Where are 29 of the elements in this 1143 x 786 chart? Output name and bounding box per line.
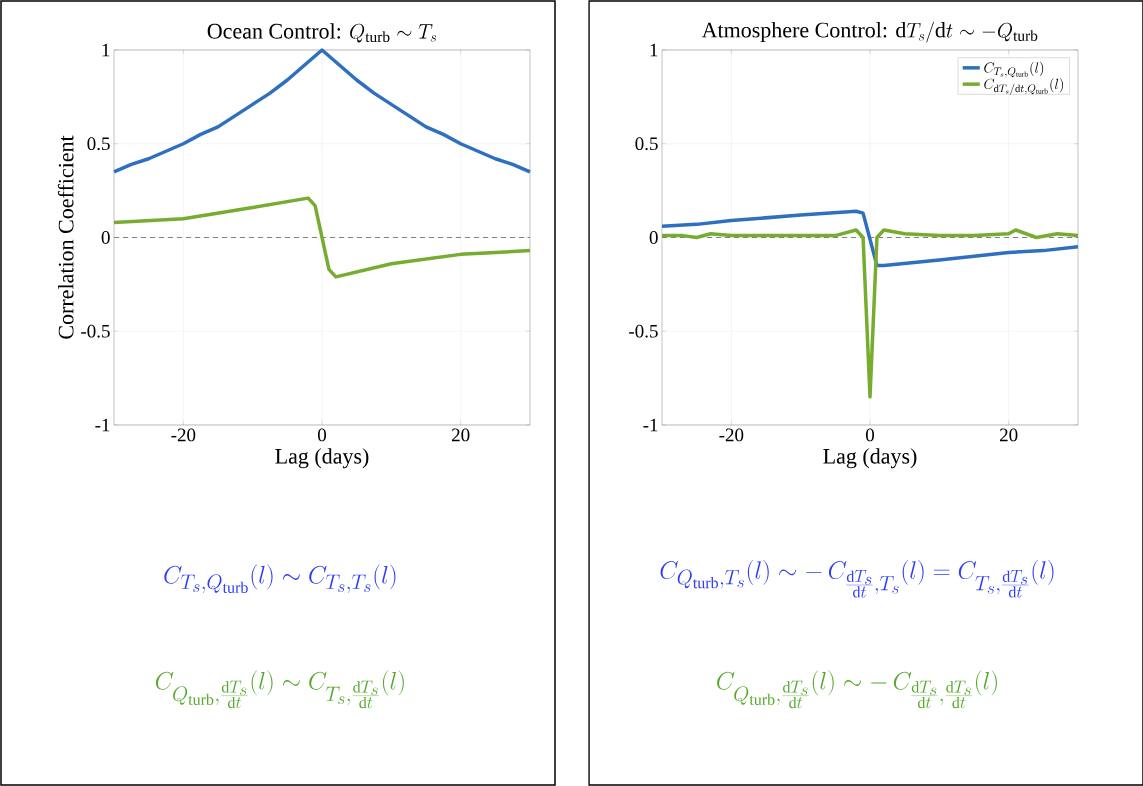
line-series	[660, 209, 1080, 268]
x-tick-label: 0	[865, 428, 875, 442]
text: $C_{Q_{\mathrm{turb}},\frac{\mathrm{d}T_s}{\mathrm{d}t}}(l) \sim C_{T_s,\frac{\mathrm{d}T_s}{\mathrm{d}t}}(l)$	[155, 670, 404, 709]
x-tick-label: -20	[719, 428, 744, 442]
legend-label: $C_{T_s,Q_{\mathrm{turb}}}(l)$	[984, 61, 1044, 78]
y-axis-title: Correlation Coefficient	[57, 135, 74, 339]
x-axis-title: Lag (days)	[823, 448, 917, 469]
y-tick-label: -1	[643, 418, 658, 432]
y-tick-label: -1	[95, 418, 110, 432]
y-tick-label: 1	[102, 43, 110, 57]
y-tick-label: 0	[101, 231, 110, 244]
chart-title: $\mbox{Ocean Control: }Q_{\mathrm{turb}} \sim T_s$	[207, 23, 437, 43]
x-tick-label: 20	[1000, 428, 1018, 442]
y-tick-label: 0.5	[635, 137, 658, 151]
y-tick-label: -0.5	[629, 324, 658, 338]
chart-title: $\mbox{Atmosphere Control: }\mathrm{d}T_s/\mathrm{d}t \sim -Q_{\mathrm{turb}}$	[701, 21, 1038, 43]
x-tick-label: -20	[171, 428, 196, 442]
y-tick-label: -0.5	[81, 324, 110, 338]
line-series	[112, 196, 532, 279]
x-tick-label: 20	[452, 428, 470, 442]
legend-label: $C_{\mathrm{d}T_s/\mathrm{d}t,Q_{\mathrm{turb}}}(l)$	[984, 78, 1064, 95]
text: $C_{Q_{\mathrm{turb}},T_s}(l) \sim -\,C_{\frac{\mathrm{d}T_s}{\mathrm{d}t},T_s}(l) = C_{T_s,\frac{\mathrm{d}T_s}{\mathrm{d}t}}(l)$	[660, 559, 1054, 598]
y-tick-label: 0	[649, 231, 658, 244]
text: $C_{T_s,Q_{\mathrm{turb}}}(l) \sim C_{T_s,T_s}(l)$	[164, 564, 396, 593]
text: $C_{Q_{\mathrm{turb}},\frac{\mathrm{d}T_s}{\mathrm{d}t}}(l) \sim -\,C_{\frac{\mathrm{d}T_s}{\mathrm{d}t},\frac{\mathrm{d}T_s}{\mathrm{d}t}}(l)$	[717, 670, 997, 709]
x-tick-label: 0	[317, 428, 327, 442]
y-tick-label: 1	[650, 43, 658, 57]
y-tick-label: 0.5	[87, 137, 110, 151]
x-axis-title: Lag (days)	[275, 448, 369, 469]
